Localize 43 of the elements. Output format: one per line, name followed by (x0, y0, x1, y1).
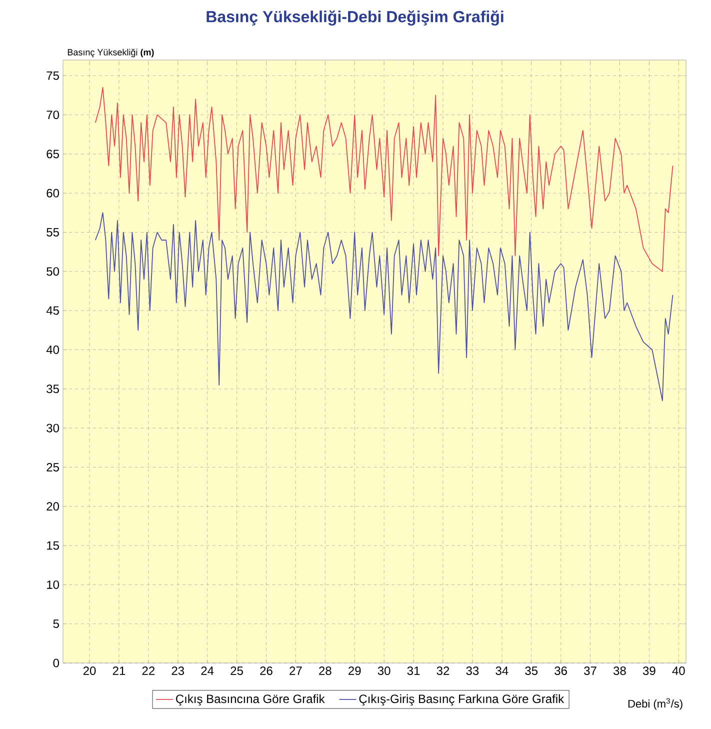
x-tick-label: 23 (172, 666, 184, 676)
y-tick-label: 10 (47, 580, 60, 589)
x-tick-label: 29 (348, 666, 361, 676)
y-tick-label: 55 (46, 228, 59, 236)
y-tick-label: 15 (47, 541, 59, 550)
x-tick-label: 33 (466, 666, 479, 676)
y-axis-title: Basınç Yüksekliği (m) (68, 48, 154, 58)
x-tick-label: 37 (584, 666, 596, 676)
x-tick-label: 22 (142, 666, 154, 675)
chart-title: Basınç Yüksekliği-Debi Değişim Grafiği (206, 10, 504, 26)
x-tick-label: 20 (83, 666, 96, 676)
x-tick-label: 40 (672, 666, 685, 676)
y-tick-label: 0 (53, 658, 60, 668)
x-tick-label: 27 (290, 666, 302, 675)
y-tick-label: 65 (46, 150, 59, 158)
y-tick-label: 50 (46, 267, 60, 276)
x-tick-label: 30 (378, 666, 390, 676)
y-tick-label: 20 (46, 502, 60, 511)
x-tick-label: 31 (407, 666, 420, 676)
x-tick-label: 36 (554, 666, 567, 676)
x-tick-label: 21 (112, 666, 126, 675)
x-tick-label: 26 (260, 666, 272, 676)
y-tick-label: 35 (46, 384, 59, 394)
legend-label: Çıkış-Giriş Basınç Farkına Göre Grafik (359, 694, 564, 706)
x-tick-label: 32 (436, 666, 450, 676)
x-tick-label: 35 (525, 666, 538, 676)
x-tick-label: 39 (642, 666, 656, 676)
y-tick-label: 25 (46, 462, 59, 472)
x-axis-title: Debi (m$^{3}$/s) (628, 698, 682, 710)
x-tick-label: 38 (614, 666, 626, 676)
y-tick-label: 70 (46, 110, 60, 120)
line-series (94, 212, 674, 402)
y-tick-label: 5 (53, 620, 59, 628)
y-tick-label: 75 (46, 71, 59, 80)
y-tick-label: 60 (46, 188, 60, 198)
x-tick-label: 34 (496, 666, 508, 676)
x-tick-label: 28 (319, 666, 332, 676)
legend-label: Çıkış Basıncına Göre Grafik (176, 694, 325, 706)
x-tick-label: 25 (230, 666, 243, 676)
y-tick-label: 40 (46, 346, 60, 354)
y-tick-label: 45 (46, 306, 59, 315)
x-tick-label: 24 (201, 666, 214, 675)
y-tick-label: 30 (46, 424, 60, 432)
